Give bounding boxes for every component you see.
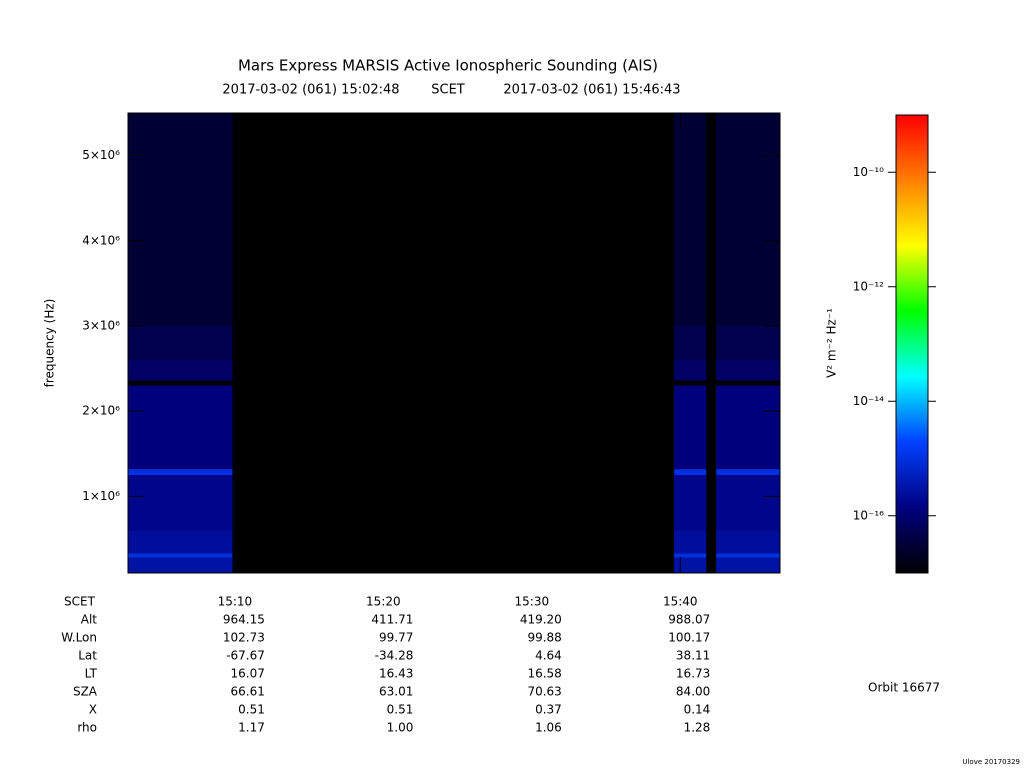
ephemeris-value: 66.61 bbox=[231, 685, 265, 699]
spectrogram-cell bbox=[716, 553, 780, 558]
ephemeris-value: 964.15 bbox=[223, 613, 265, 627]
y-tick-label: 4×10⁶ bbox=[82, 233, 120, 247]
ephemeris-value: 16.73 bbox=[676, 667, 710, 681]
spectrogram-cell bbox=[674, 469, 707, 476]
plot-frame bbox=[127, 112, 781, 574]
colorbar-tick-label: 10⁻¹² bbox=[853, 279, 884, 293]
colorbar-tick-label: 10⁻¹⁶ bbox=[853, 508, 884, 522]
annotation: Orbit 16677 bbox=[868, 681, 940, 695]
ephemeris-value: 16.43 bbox=[379, 667, 413, 681]
ephemeris-value: 1.00 bbox=[387, 721, 414, 735]
ephemeris-value: 1.17 bbox=[238, 721, 265, 735]
ephemeris-value: 63.01 bbox=[379, 685, 413, 699]
colorbar bbox=[895, 114, 929, 574]
spectrogram-cell bbox=[716, 360, 780, 381]
ephemeris-value: 1.28 bbox=[684, 721, 711, 735]
ephemeris-row-label: rho bbox=[77, 721, 97, 735]
x-tick-label: 15:30 bbox=[515, 595, 550, 609]
ephemeris-value: 0.37 bbox=[535, 703, 562, 717]
ephemeris-row-label: Alt bbox=[81, 613, 98, 627]
ephemeris-value: 84.00 bbox=[676, 685, 710, 699]
x-tick-label: 15:20 bbox=[366, 595, 401, 609]
ephemeris-row-label: Lat bbox=[78, 649, 97, 663]
spectrogram-cell bbox=[674, 553, 707, 558]
ephemeris-value: 38.11 bbox=[676, 649, 710, 663]
ephemeris-value: 99.77 bbox=[379, 631, 413, 645]
ephemeris-value: -67.67 bbox=[226, 649, 265, 663]
spectrogram-cell bbox=[128, 469, 233, 476]
spectrogram-cell bbox=[716, 385, 780, 470]
spectrogram-cell bbox=[674, 113, 707, 326]
y-tick-label: 5×10⁶ bbox=[82, 148, 120, 162]
colorbar-tick-label: 10⁻¹⁰ bbox=[853, 165, 884, 179]
ephemeris-value: 419.20 bbox=[520, 613, 562, 627]
ephemeris-value: 99.88 bbox=[527, 631, 561, 645]
spectrogram-cell bbox=[128, 325, 233, 361]
spectrogram-cell bbox=[716, 530, 780, 554]
y-tick-label: 3×10⁶ bbox=[82, 318, 120, 332]
spectrogram-cell bbox=[674, 380, 707, 386]
chart-title: Mars Express MARSIS Active Ionospheric S… bbox=[238, 57, 658, 75]
ephemeris-value: 16.58 bbox=[527, 667, 561, 681]
spectrogram-cell bbox=[674, 557, 707, 573]
ephemeris-value: 102.73 bbox=[223, 631, 265, 645]
subtitle-start: 2017-03-02 (061) 15:02:48 bbox=[222, 83, 399, 98]
x-tick-label: 15:40 bbox=[663, 595, 698, 609]
ephemeris-value: 0.51 bbox=[238, 703, 265, 717]
ephemeris-row-label: X bbox=[89, 703, 97, 717]
ephemeris-value: -34.28 bbox=[375, 649, 414, 663]
spectrogram-cell bbox=[674, 530, 707, 554]
spectrogram-cell bbox=[716, 475, 780, 531]
y-tick-label: 2×10⁶ bbox=[82, 404, 120, 418]
ephemeris-row-label: SZA bbox=[73, 685, 98, 699]
ephemeris-x-label: SCET bbox=[64, 595, 96, 609]
ephemeris-value: 4.64 bbox=[535, 649, 562, 663]
spectrogram-cell bbox=[716, 469, 780, 476]
ephemeris-row-label: LT bbox=[85, 667, 98, 681]
subtitle-end: 2017-03-02 (061) 15:46:43 bbox=[503, 83, 680, 98]
spectrogram-cell bbox=[128, 360, 233, 381]
spectrogram-cell bbox=[128, 557, 233, 573]
ephemeris-value: 1.06 bbox=[535, 721, 562, 735]
colorbar-tick-label: 10⁻¹⁴ bbox=[853, 394, 884, 408]
ephemeris-value: 0.14 bbox=[684, 703, 711, 717]
spectrogram-cell bbox=[128, 380, 233, 386]
ephemeris-value: 411.71 bbox=[371, 613, 413, 627]
spectrogram-cell bbox=[128, 530, 233, 554]
spectrogram-cell bbox=[128, 553, 233, 558]
ephemeris-value: 100.17 bbox=[668, 631, 710, 645]
spectrogram-cell bbox=[716, 380, 780, 386]
y-tick-label: 1×10⁶ bbox=[82, 489, 120, 503]
y-axis-label: frequency (Hz) bbox=[43, 299, 57, 388]
subtitle-mid: SCET bbox=[431, 83, 465, 98]
spectrogram-cell bbox=[128, 385, 233, 470]
spectrogram-cell bbox=[674, 325, 707, 361]
spectrogram-cell bbox=[674, 360, 707, 381]
spectrogram-cell bbox=[716, 113, 780, 326]
spectrogram-cell bbox=[716, 325, 780, 361]
spectrogram-cell bbox=[128, 475, 233, 531]
spectrogram-cell bbox=[716, 557, 780, 573]
ephemeris-value: 988.07 bbox=[668, 613, 710, 627]
ephemeris-value: 70.63 bbox=[527, 685, 561, 699]
x-tick-label: 15:10 bbox=[218, 595, 253, 609]
colorbar-label: V² m⁻² Hz⁻¹ bbox=[825, 308, 839, 378]
ephemeris-value: 0.51 bbox=[387, 703, 414, 717]
spectrogram-cell bbox=[674, 385, 707, 470]
plot-background bbox=[128, 113, 780, 573]
spectrogram-cell bbox=[128, 113, 233, 326]
ephemeris-row-label: W.Lon bbox=[61, 631, 97, 645]
spectrogram-cell bbox=[674, 475, 707, 531]
ephemeris-value: 16.07 bbox=[231, 667, 265, 681]
credit: Ulove 20170329 bbox=[962, 758, 1020, 766]
